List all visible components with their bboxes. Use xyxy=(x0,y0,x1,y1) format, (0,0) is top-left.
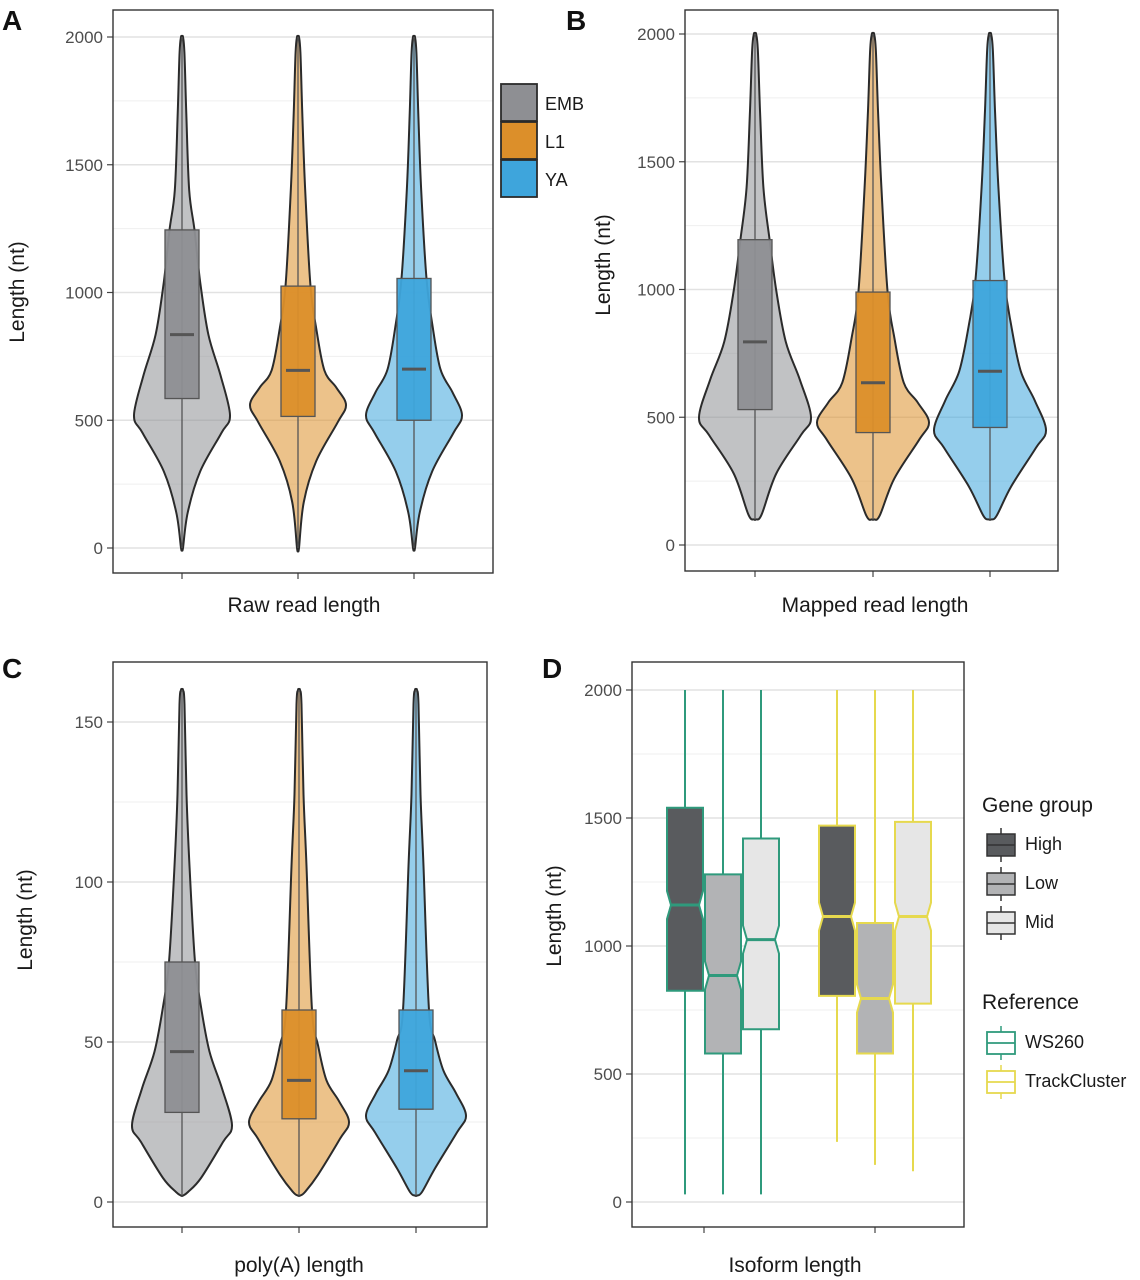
violin-box-ya xyxy=(398,1009,434,1110)
violin-box-ya xyxy=(396,277,432,421)
box-trackcluster-mid xyxy=(894,690,932,1172)
panel-c-x-axis-label: poly(A) length xyxy=(234,1254,364,1277)
legend-mid-key xyxy=(986,906,1016,940)
y-tick-label: 1000 xyxy=(637,281,675,300)
violin-box-emb xyxy=(737,239,773,411)
panel-c-letter: C xyxy=(2,653,22,684)
box-trackcluster-low xyxy=(856,690,894,1165)
panel-b-x-axis-label: Mapped read length xyxy=(782,594,969,617)
legend-emb-label: EMB xyxy=(545,94,584,114)
legend-emb-key xyxy=(500,83,538,122)
box-body xyxy=(742,837,780,1031)
legend-low-label: Low xyxy=(1025,873,1059,893)
y-tick-label: 0 xyxy=(94,539,103,558)
y-tick-label: 150 xyxy=(75,713,103,732)
legend-ws260-label: WS260 xyxy=(1025,1032,1084,1052)
panel-border xyxy=(112,661,488,1228)
panel-border xyxy=(684,9,1059,572)
y-tick-label: 2000 xyxy=(637,25,675,44)
panel-d-x-axis-label: Isoform length xyxy=(728,1254,861,1277)
legend-ref-keys xyxy=(986,1026,1016,1099)
box-trackcluster-high xyxy=(818,690,856,1142)
violin-emb xyxy=(132,34,232,552)
y-tick-label: 100 xyxy=(75,873,103,892)
legend-high-label: High xyxy=(1025,834,1062,854)
violin-emb xyxy=(697,31,813,521)
violin-l1 xyxy=(815,31,931,521)
panel-d-y-axis-label: Length (nt) xyxy=(543,865,566,967)
violin-box-ya xyxy=(972,279,1008,429)
legend-l1-label: L1 xyxy=(545,132,565,152)
legend-mid-label: Mid xyxy=(1025,912,1054,932)
y-tick-label: 0 xyxy=(613,1193,622,1212)
box-body xyxy=(704,873,742,1055)
legend-ya-label: YA xyxy=(545,170,568,190)
panel-a-y-axis-label: Length (nt) xyxy=(6,241,29,343)
box-body xyxy=(856,921,894,1055)
legend-gene-group-title: Gene group xyxy=(982,794,1093,817)
y-tick-label: 1500 xyxy=(584,809,622,828)
y-tick-label: 500 xyxy=(75,411,103,430)
y-tick-label: 0 xyxy=(666,536,675,555)
legend-gene-keys xyxy=(986,828,1016,940)
y-tick-label: 50 xyxy=(84,1033,103,1052)
violin-box-emb xyxy=(164,229,200,400)
legend-ws260-key xyxy=(986,1026,1016,1060)
box-body xyxy=(818,824,856,997)
y-tick-label: 500 xyxy=(594,1065,622,1084)
y-tick-label: 500 xyxy=(647,408,675,427)
legend-low-key xyxy=(986,867,1016,901)
legend-l1-key xyxy=(500,121,538,160)
legend-reference-title: Reference xyxy=(982,991,1079,1014)
panel-c: C poly(A) length Length (nt) 0 50 100 150 xyxy=(2,653,488,1277)
violin-box-emb xyxy=(164,961,200,1114)
panel-a-x-axis-label: Raw read length xyxy=(228,594,381,617)
panel-b-y-axis-label: Length (nt) xyxy=(592,214,615,316)
legend-trackcluster-key xyxy=(986,1065,1016,1099)
box-body xyxy=(894,820,932,1005)
violin-box-l1 xyxy=(281,1009,317,1120)
panel-d: D Isoform length Length (nt) Gene group … xyxy=(542,653,1126,1277)
violin-ya xyxy=(932,31,1048,521)
panel-a-letter: A xyxy=(2,5,22,36)
panel-c-y-axis-label: Length (nt) xyxy=(14,869,37,971)
y-tick-label: 2000 xyxy=(65,28,103,47)
y-tick-label: 1500 xyxy=(65,156,103,175)
panel-border xyxy=(112,9,494,574)
y-tick-label: 2000 xyxy=(584,681,622,700)
violin-ya xyxy=(364,687,468,1197)
panel-d-letter: D xyxy=(542,653,562,684)
box-ws260-high xyxy=(666,690,704,1195)
y-tick-label: 0 xyxy=(94,1193,103,1212)
y-tick-label: 1500 xyxy=(637,153,675,172)
panel-border xyxy=(631,661,965,1228)
panel-b: B Mapped read length Length (nt) 0 500 100… xyxy=(566,5,1059,617)
box-ws260-low xyxy=(704,690,742,1195)
violin-l1 xyxy=(247,687,351,1197)
violin-ya xyxy=(364,34,464,552)
violin-emb xyxy=(130,687,234,1197)
box-body xyxy=(666,806,704,992)
legend-ya-key xyxy=(500,159,538,198)
violin-box-l1 xyxy=(280,285,316,418)
y-tick-label: 1000 xyxy=(65,284,103,303)
legend-trackcluster-label: TrackCluster xyxy=(1025,1071,1126,1091)
legend-high-key xyxy=(986,828,1016,862)
panel-a: A Raw read length Length (nt) EMB L1 YA … xyxy=(2,5,584,617)
panel-b-letter: B xyxy=(566,5,586,36)
violin-l1 xyxy=(248,34,348,553)
box-ws260-mid xyxy=(742,690,780,1195)
y-tick-label: 1000 xyxy=(584,937,622,956)
violin-box-l1 xyxy=(855,291,891,434)
